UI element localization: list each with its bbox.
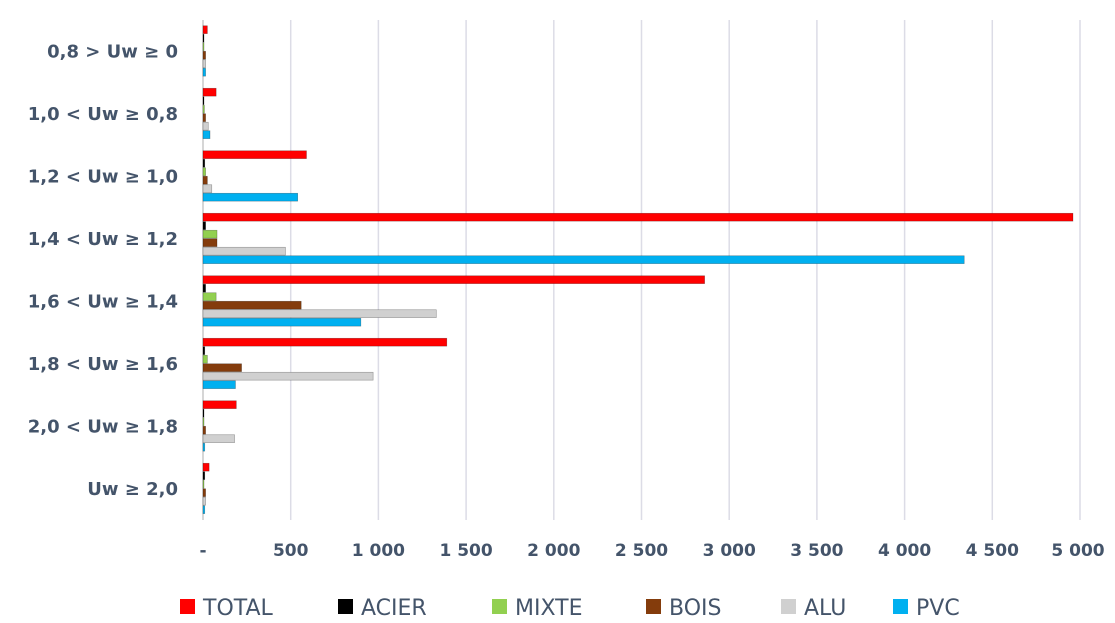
x-tick-label: 3 000: [703, 541, 756, 561]
bar-acier: [202, 158, 206, 168]
bar-pvc: [202, 442, 206, 452]
legend-label-bois: BOIS: [669, 596, 721, 621]
category-label: 1,0 < Uw ≥ 0,8: [28, 104, 178, 125]
bar-bois: [202, 488, 206, 497]
bar-mixte: [202, 104, 205, 114]
bar-alu: [202, 121, 209, 131]
bar-pvc: [202, 192, 299, 202]
bar-total: [202, 337, 448, 347]
bar-alu: [202, 246, 286, 256]
bar-total: [202, 400, 237, 409]
bar-pvc: [202, 67, 206, 77]
category-label: 2,0 < Uw ≥ 1,8: [28, 416, 178, 437]
category-labels: 0,8 > Uw ≥ 0 1,0 < Uw ≥ 0,8 1,2 < Uw ≥ 1,0…: [28, 41, 178, 500]
bar-total: [202, 150, 307, 159]
legend-label-alu: ALU: [804, 596, 846, 621]
bar-bois: [202, 113, 206, 122]
legend-label-pvc: PVC: [916, 596, 960, 621]
legend-swatch-total: [180, 599, 195, 614]
legend-label-mixte: MIXTE: [515, 596, 583, 621]
bar-bois: [202, 363, 242, 372]
bar-pvc: [202, 255, 965, 264]
x-tick-label: 5 000: [1051, 541, 1104, 561]
bar-acier: [202, 408, 205, 418]
bar-bois: [202, 175, 208, 185]
bar-acier: [202, 221, 206, 230]
bar-mixte: [202, 292, 217, 301]
bar-total: [202, 462, 210, 472]
bar-total: [202, 25, 208, 34]
bar-acier: [202, 471, 206, 480]
bar-pvc: [202, 380, 236, 389]
category-label: Uw ≥ 2,0: [87, 479, 178, 500]
category-label: 1,2 < Uw ≥ 1,0: [28, 166, 178, 187]
bar-mixte: [202, 479, 205, 489]
x-tick-label: 2 000: [527, 541, 580, 561]
x-tick-label: 4 000: [878, 541, 931, 561]
x-tick-label: 1 000: [352, 541, 405, 561]
bar-mixte: [202, 229, 218, 239]
bar-alu: [202, 309, 437, 318]
bar-alu: [202, 59, 206, 68]
bar-alu: [202, 184, 213, 193]
bar-alu: [202, 371, 374, 381]
bar-acier: [202, 33, 205, 43]
bar-acier: [202, 283, 206, 293]
x-tick-label: -: [199, 541, 206, 561]
x-tick-label: 3 500: [790, 541, 843, 561]
legend-label-acier: ACIER: [361, 596, 427, 621]
bar-mixte: [202, 167, 206, 176]
category-label: 1,4 < Uw ≥ 1,2: [28, 229, 178, 250]
bar-acier: [202, 346, 206, 355]
x-tick-label: 4 500: [966, 541, 1019, 561]
legend-swatch-mixte: [492, 599, 507, 614]
bar-bois: [202, 50, 206, 60]
bar-pvc: [202, 505, 206, 514]
gridlines: [202, 20, 1081, 520]
bar-bois: [202, 300, 302, 310]
legend-swatch-alu: [781, 599, 796, 614]
bar-bois: [202, 238, 218, 247]
x-axis-tick-labels: - 500 1 000 1 500 2 000 2 500 3 000 3 500 4 000 4…: [199, 541, 1104, 561]
x-tick-label: 2 500: [615, 541, 668, 561]
bar-mixte: [202, 354, 208, 364]
category-label: 1,8 < Uw ≥ 1,6: [28, 354, 178, 375]
bar-total: [202, 87, 217, 97]
bar-acier: [202, 96, 205, 105]
bars: [202, 25, 1074, 514]
x-tick-label: 500: [273, 541, 309, 561]
x-tick-label: 1 500: [439, 541, 492, 561]
bar-pvc: [202, 130, 211, 139]
legend-label-total: TOTAL: [202, 596, 274, 621]
category-label: 0,8 > Uw ≥ 0: [47, 41, 178, 62]
legend-swatch-pvc: [893, 599, 908, 614]
bar-mixte: [202, 417, 205, 426]
legend-swatch-acier: [338, 599, 353, 614]
category-label: 1,6 < Uw ≥ 1,4: [28, 291, 178, 312]
legend-swatch-bois: [646, 599, 661, 614]
bar-mixte: [202, 42, 205, 51]
bar-pvc: [202, 317, 362, 327]
bar-bois: [202, 425, 206, 435]
legend: TOTAL ACIER MIXTE BOIS ALU PVC: [180, 596, 960, 621]
bar-alu: [202, 434, 235, 443]
bar-alu: [202, 496, 206, 506]
bar-total: [202, 212, 1074, 222]
bar-total: [202, 275, 705, 284]
